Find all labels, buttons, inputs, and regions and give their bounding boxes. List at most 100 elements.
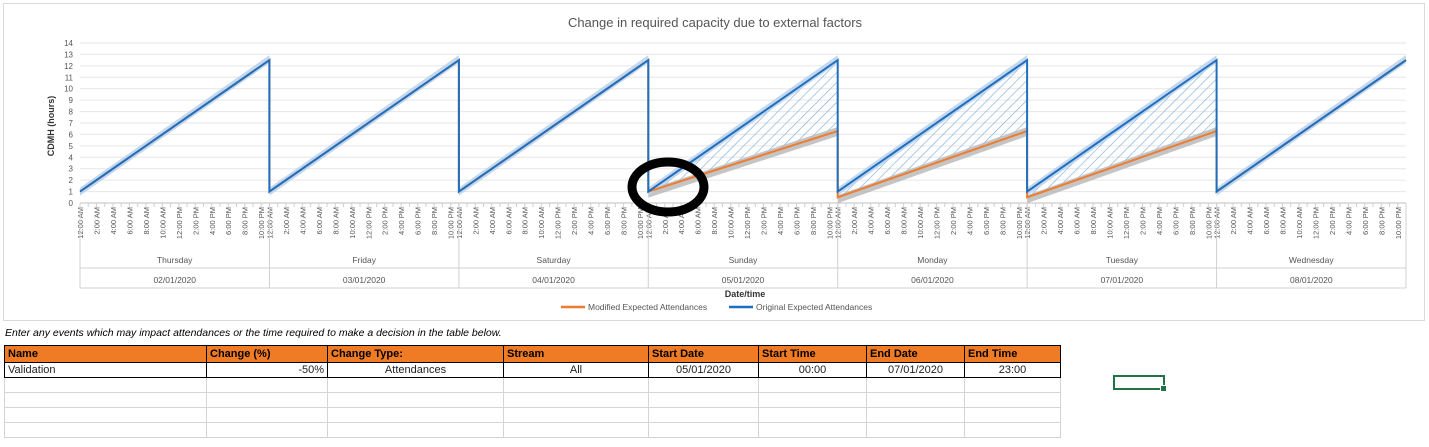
x-time-label: 4:00 PM [1155, 207, 1164, 235]
x-time-label: 4:00 AM [1246, 207, 1255, 235]
empty-cell[interactable] [503, 407, 649, 423]
empty-cell[interactable] [327, 377, 504, 393]
x-weekday-label: Saturday [537, 255, 572, 265]
empty-cell[interactable] [648, 422, 759, 438]
empty-cell[interactable] [866, 407, 965, 423]
x-axis-label: Date/time [725, 289, 766, 299]
x-time-label: 8:00 AM [521, 207, 530, 235]
empty-cell[interactable] [503, 377, 649, 393]
x-time-label: 2:00 PM [381, 207, 390, 235]
x-time-label: 8:00 PM [430, 207, 439, 235]
empty-cell[interactable] [503, 392, 649, 408]
empty-cell[interactable] [758, 377, 867, 393]
header-change-type[interactable]: Change Type: [327, 345, 504, 363]
x-time-label: 2:00 PM [949, 207, 958, 235]
header-start-time[interactable]: Start Time [758, 345, 867, 363]
empty-cell[interactable] [964, 377, 1061, 393]
x-time-label: 8:00 AM [1279, 207, 1288, 235]
x-time-label: 6:00 AM [1262, 207, 1271, 235]
x-date-label: 08/01/2020 [1290, 275, 1333, 285]
active-cell-cursor[interactable] [1113, 375, 1167, 392]
empty-cell[interactable] [327, 407, 504, 423]
empty-cell[interactable] [327, 422, 504, 438]
empty-cell[interactable] [964, 422, 1061, 438]
x-time-label: 6:00 AM [694, 207, 703, 235]
cell-end-date[interactable]: 07/01/2020 [866, 362, 965, 378]
header-end-time[interactable]: End Time [964, 345, 1061, 363]
cell-start-date[interactable]: 05/01/2020 [648, 362, 759, 378]
x-time-label: 12:00 PM [743, 207, 752, 239]
empty-cell[interactable] [206, 392, 328, 408]
chart-area[interactable]: Change in required capacity due to exter… [3, 3, 1425, 321]
x-date-label: 07/01/2020 [1101, 275, 1144, 285]
header-stream[interactable]: Stream [503, 345, 649, 363]
empty-cell[interactable] [327, 392, 504, 408]
empty-cell[interactable] [866, 422, 965, 438]
y-tick-label: 6 [69, 130, 74, 139]
empty-cell[interactable] [964, 392, 1061, 408]
x-date-label: 03/01/2020 [343, 275, 386, 285]
x-time-label: 4:00 AM [677, 207, 686, 235]
chart-title: Change in required capacity due to exter… [568, 15, 863, 30]
header-end-date[interactable]: End Date [866, 345, 965, 363]
empty-cell[interactable] [866, 392, 965, 408]
x-time-label: 4:00 AM [1056, 207, 1065, 235]
cell-end-time[interactable]: 23:00 [964, 362, 1061, 378]
x-time-label: 4:00 PM [966, 207, 975, 235]
y-tick-label: 5 [69, 142, 74, 151]
x-time-label: 10:00 AM [158, 207, 167, 239]
x-time-label: 2:00 AM [1040, 207, 1049, 235]
y-tick-label: 3 [69, 165, 74, 174]
empty-cell[interactable] [866, 377, 965, 393]
cell-start-time[interactable]: 00:00 [758, 362, 867, 378]
x-time-label: 6:00 PM [793, 207, 802, 235]
x-date-label: 04/01/2020 [532, 275, 575, 285]
y-tick-label: 9 [69, 96, 74, 105]
events-table: Name Change (%) Change Type: Stream Star… [4, 345, 1061, 438]
empty-cell[interactable] [4, 407, 207, 423]
y-axis-label: CDMH (hours) [46, 96, 56, 157]
x-time-label: 2:00 PM [191, 207, 200, 235]
empty-cell[interactable] [758, 422, 867, 438]
legend-item-original: Original Expected Attendances [756, 302, 872, 312]
empty-cell[interactable] [648, 392, 759, 408]
x-time-label: 10:00 AM [727, 207, 736, 239]
y-tick-label: 0 [69, 199, 74, 208]
original-expected-attendances-line [79, 58, 1407, 194]
cell-change-type[interactable]: Attendances [327, 362, 504, 378]
x-date-label: 05/01/2020 [722, 275, 765, 285]
empty-cell[interactable] [648, 377, 759, 393]
x-time-label: 12:00 AM [1213, 207, 1222, 239]
empty-cell[interactable] [758, 392, 867, 408]
empty-cell[interactable] [206, 422, 328, 438]
x-date-label: 06/01/2020 [911, 275, 954, 285]
x-time-label: 4:00 PM [397, 207, 406, 235]
header-name[interactable]: Name [4, 345, 207, 363]
x-time-label: 8:00 AM [331, 207, 340, 235]
empty-cell[interactable] [758, 407, 867, 423]
x-weekday-label: Thursday [157, 255, 193, 265]
empty-cell[interactable] [206, 407, 328, 423]
x-time-label: 8:00 PM [620, 207, 629, 235]
empty-cell[interactable] [4, 422, 207, 438]
x-time-label: 2:00 PM [570, 207, 579, 235]
cell-change[interactable]: -50% [206, 362, 328, 378]
empty-cell[interactable] [206, 377, 328, 393]
x-time-label: 2:00 AM [471, 207, 480, 235]
empty-cell[interactable] [4, 377, 207, 393]
empty-cell[interactable] [964, 407, 1061, 423]
chart-legend: Modified Expected Attendances Original E… [561, 302, 872, 312]
x-weekday-label: Friday [352, 255, 376, 265]
header-start-date[interactable]: Start Date [648, 345, 759, 363]
empty-row [4, 377, 1061, 393]
cell-name[interactable]: Validation [4, 362, 207, 378]
empty-cell[interactable] [648, 407, 759, 423]
empty-cell[interactable] [503, 422, 649, 438]
cell-stream[interactable]: All [503, 362, 649, 378]
empty-cell[interactable] [4, 392, 207, 408]
x-date-label: 02/01/2020 [153, 275, 196, 285]
x-time-label: 8:00 PM [1188, 207, 1197, 235]
y-tick-label: 13 [64, 50, 73, 59]
x-time-label: 2:00 AM [661, 207, 670, 235]
header-change[interactable]: Change (%) [206, 345, 328, 363]
